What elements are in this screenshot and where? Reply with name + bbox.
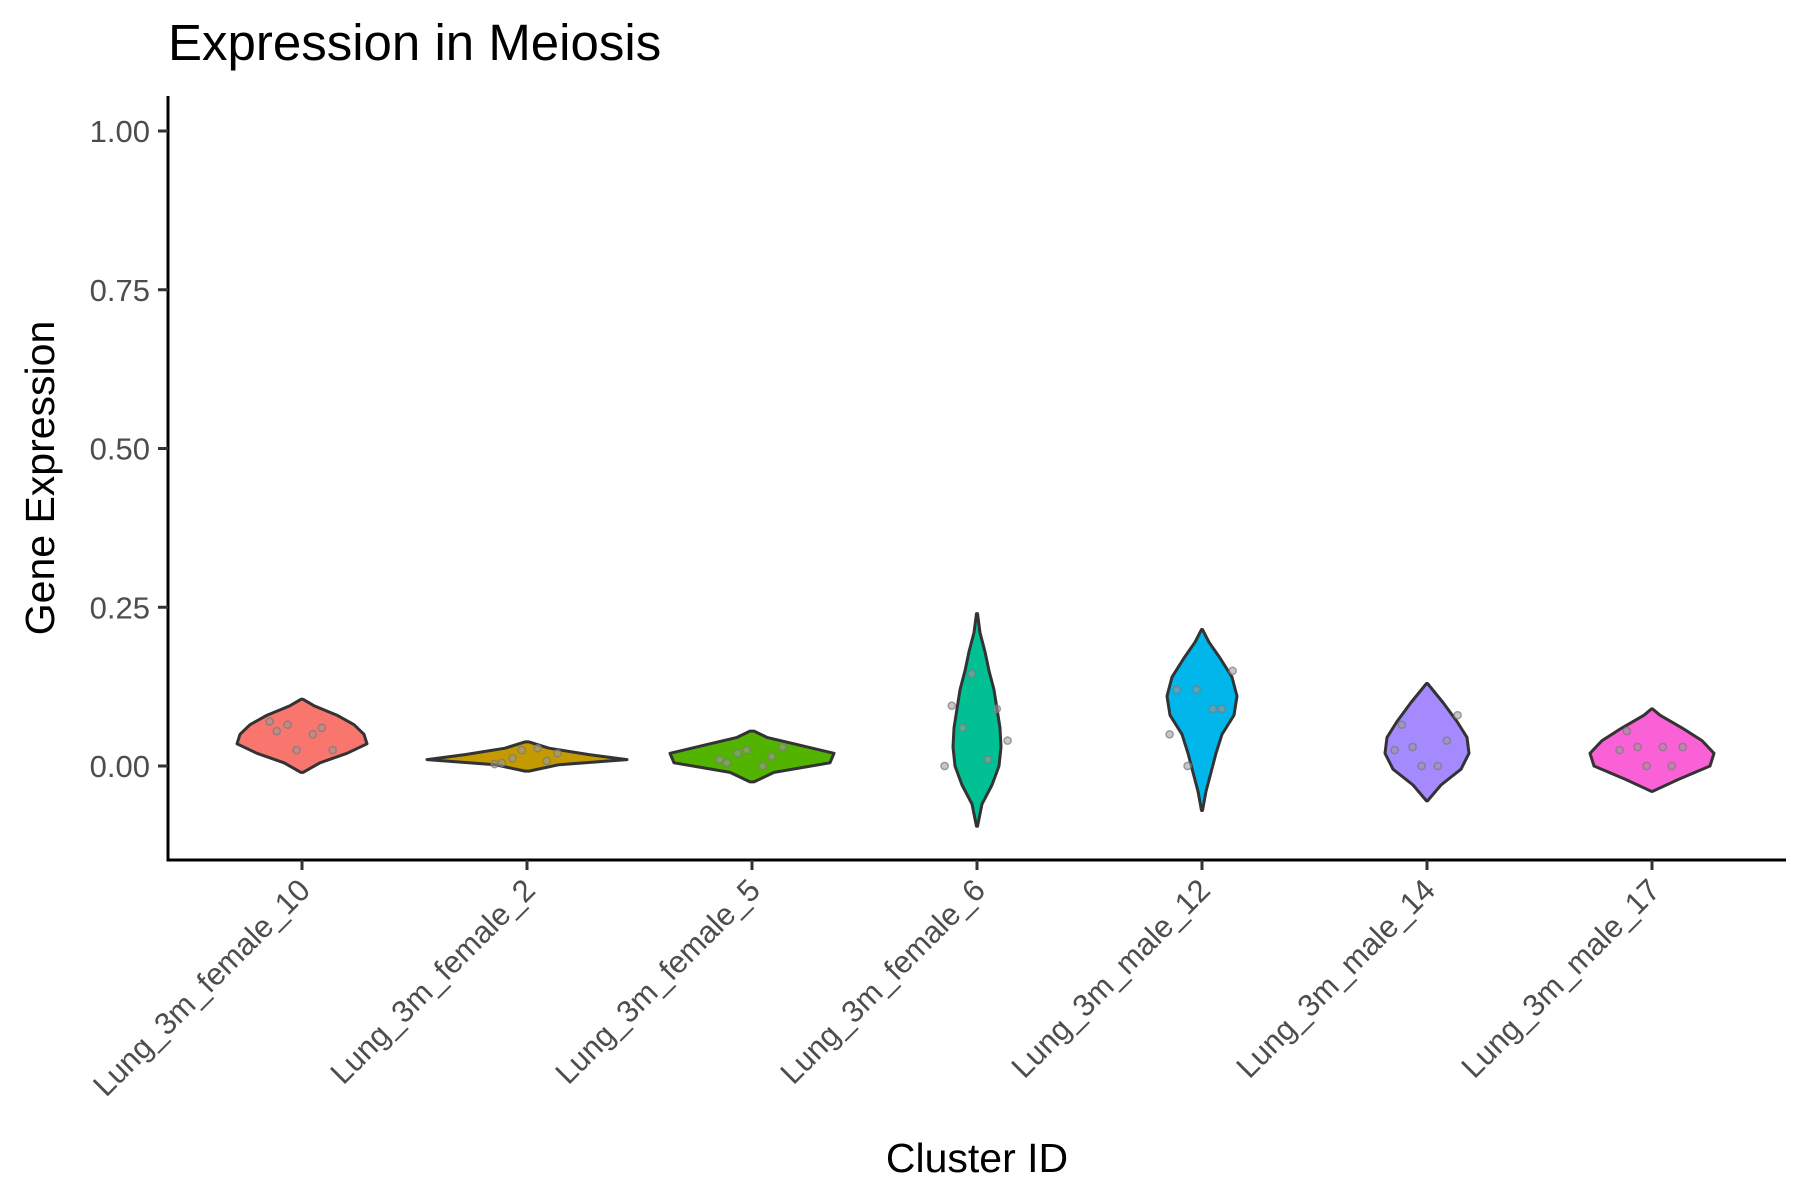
y-tick-label: 1.00 bbox=[90, 114, 150, 149]
data-point bbox=[308, 729, 318, 739]
data-point bbox=[1622, 726, 1632, 736]
data-point bbox=[967, 669, 976, 679]
data-point bbox=[1417, 761, 1426, 771]
violins bbox=[235, 612, 1716, 828]
jitter-points bbox=[265, 666, 1687, 771]
data-point bbox=[733, 748, 742, 758]
data-point bbox=[1228, 666, 1237, 676]
x-tick-label: Lung_3m_male_14 bbox=[1230, 872, 1442, 1084]
data-point bbox=[490, 759, 499, 769]
data-point bbox=[722, 758, 732, 768]
data-point bbox=[715, 755, 724, 764]
x-tick-label: Lung_3m_male_17 bbox=[1455, 872, 1667, 1084]
data-point bbox=[992, 704, 1002, 714]
y-tick-label: 0.00 bbox=[90, 749, 150, 784]
data-point bbox=[265, 717, 274, 726]
data-point bbox=[1433, 761, 1443, 771]
y-axis-title: Gene Expression bbox=[17, 321, 63, 636]
data-point bbox=[1453, 710, 1462, 720]
violin-Lung_3m_female_10 bbox=[235, 697, 369, 774]
data-point bbox=[1678, 742, 1687, 752]
violin-Lung_3m_male_17 bbox=[1588, 707, 1716, 793]
x-tick-label: Lung_3m_female_6 bbox=[773, 872, 992, 1091]
data-point bbox=[1642, 761, 1651, 771]
y-axis: 0.00 0.25 0.50 0.75 1.00 bbox=[90, 96, 170, 860]
chart-title: Expression in Meiosis bbox=[168, 14, 661, 71]
x-axis: Lung_3m_female_10 Lung_3m_female_2 Lung_3m… bbox=[86, 858, 1786, 1103]
data-point bbox=[1208, 704, 1218, 714]
data-point bbox=[1183, 761, 1192, 771]
data-point bbox=[940, 761, 949, 771]
data-point bbox=[1667, 761, 1677, 771]
violin-Lung_3m_female_5 bbox=[668, 729, 836, 784]
violin-Lung_3m_male_14 bbox=[1383, 682, 1471, 803]
data-point bbox=[1003, 736, 1012, 745]
data-point bbox=[742, 745, 751, 755]
violin-Lung_3m_male_12 bbox=[1165, 628, 1239, 812]
data-point bbox=[317, 723, 327, 733]
data-point bbox=[778, 742, 787, 752]
data-point bbox=[1192, 685, 1201, 695]
x-tick-label: Lung_3m_female_10 bbox=[86, 872, 317, 1103]
data-point bbox=[1408, 742, 1417, 752]
data-point bbox=[767, 752, 777, 761]
y-tick-label: 0.50 bbox=[90, 432, 150, 467]
data-point bbox=[283, 720, 292, 730]
data-point bbox=[958, 723, 967, 733]
data-point bbox=[947, 701, 957, 711]
data-point bbox=[758, 761, 768, 771]
x-tick-label: Lung_3m_female_5 bbox=[548, 872, 767, 1091]
data-point bbox=[292, 745, 301, 755]
x-tick-label: Lung_3m_female_2 bbox=[323, 872, 542, 1091]
data-point bbox=[328, 745, 337, 755]
data-point bbox=[542, 756, 552, 766]
data-point bbox=[1165, 729, 1174, 739]
data-point bbox=[553, 748, 562, 758]
data-point bbox=[1217, 704, 1227, 714]
violin-Lung_3m_female_6 bbox=[951, 612, 1003, 828]
data-point bbox=[517, 745, 526, 755]
y-tick-label: 0.25 bbox=[90, 590, 150, 625]
data-point bbox=[533, 743, 543, 753]
data-point bbox=[1397, 720, 1407, 730]
data-point bbox=[1172, 685, 1182, 695]
y-tick-label: 0.75 bbox=[90, 273, 150, 308]
data-point bbox=[497, 758, 507, 768]
data-point bbox=[1442, 736, 1452, 745]
violin-Lung_3m_female_2 bbox=[425, 740, 629, 773]
data-point bbox=[1658, 742, 1668, 752]
data-point bbox=[1633, 742, 1642, 752]
data-point bbox=[508, 754, 517, 763]
data-point bbox=[1615, 745, 1624, 755]
x-tick-label: Lung_3m_male_12 bbox=[1005, 872, 1217, 1084]
data-point bbox=[1390, 745, 1399, 755]
x-axis-title: Cluster ID bbox=[886, 1135, 1068, 1181]
data-point bbox=[983, 755, 993, 764]
data-point bbox=[272, 726, 282, 736]
